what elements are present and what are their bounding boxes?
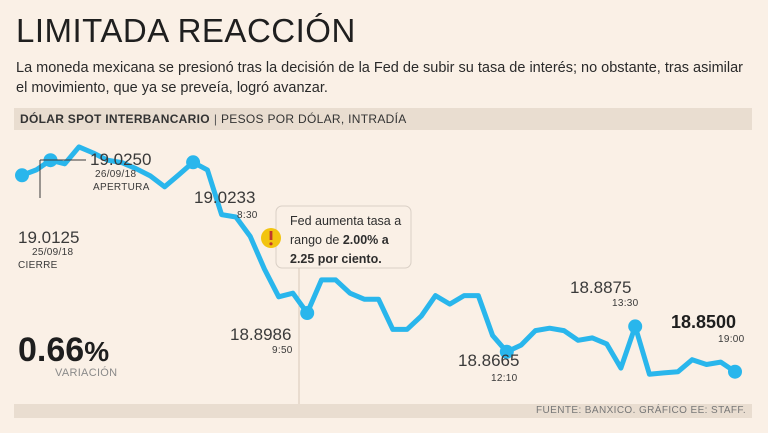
annotation-box: Fed aumenta tasa a rango de 2.00% a 2.25…: [261, 205, 412, 269]
chart-header-bar: DÓLAR SPOT INTERBANCARIO | PESOS POR DÓLAR…: [14, 108, 752, 130]
point-value-0830: 19.0233: [194, 188, 255, 207]
exclamation-icon-bar: [269, 231, 273, 240]
annotation-line-2-bold: 2.00% a: [343, 233, 390, 247]
series-line: [19, 144, 738, 377]
point-label-close: 19.0125 25/09/18 CIERRE: [18, 228, 79, 271]
data-point-marker-3: [300, 306, 315, 320]
point-value-1330: 18.8875: [570, 278, 631, 297]
point-value-open: 19.0250: [90, 150, 151, 169]
point-label-1900: 18.8500 19:00: [671, 312, 745, 345]
variation-label: VARIACIÓN: [55, 366, 117, 379]
chart-header-separator: |: [213, 112, 217, 126]
point-date-close: 25/09/18: [32, 247, 73, 258]
variation-number: 0.66: [18, 331, 84, 369]
footer-bar: FUENTE: BANXICO. GRÁFICO EE: STAFF.: [14, 404, 752, 418]
point-value-1210: 18.8665: [458, 351, 519, 370]
chart-header-title: DÓLAR SPOT INTERBANCARIO: [20, 112, 210, 126]
point-date-open: 26/09/18: [95, 169, 136, 180]
point-value-close: 19.0125: [18, 228, 79, 247]
point-label-open: 19.0250 26/09/18 APERTURA: [90, 150, 151, 193]
point-time-1330: 13:30: [612, 298, 639, 309]
point-time-1900: 19:00: [718, 334, 745, 345]
point-label-1210: 18.8665 12:10: [458, 351, 519, 384]
point-value-0950: 18.8986: [230, 325, 291, 344]
point-label-1330: 18.8875 13:30: [570, 278, 639, 309]
exclamation-icon: [261, 228, 281, 248]
variation-summary: 0.66% VARIACIÓN: [18, 331, 117, 379]
annotation-line-3: 2.25 por ciento.: [290, 252, 382, 266]
variation-unit: %: [84, 336, 109, 367]
point-value-1900: 18.8500: [671, 312, 736, 332]
page-title: LIMITADA REACCIÓN: [16, 12, 356, 49]
annotation-line-2: rango de 2.00% a: [290, 233, 390, 247]
data-point-marker-6: [728, 364, 742, 379]
annotation-line-2-pre: rango de: [290, 233, 343, 247]
point-note-close: CIERRE: [18, 260, 58, 271]
point-time-1210: 12:10: [491, 373, 518, 384]
point-time-0830: 8:30: [237, 210, 258, 221]
source-credit: FUENTE: BANXICO. GRÁFICO EE: STAFF.: [536, 405, 746, 416]
exclamation-icon-dot: [269, 242, 273, 246]
data-point-marker-5: [628, 319, 643, 334]
chart-header-subtitle: PESOS POR DÓLAR, INTRADÍA: [221, 112, 407, 126]
point-note-open: APERTURA: [93, 182, 150, 193]
annotation-line-1: Fed aumenta tasa a: [290, 214, 401, 228]
data-point-marker-0: [15, 168, 29, 183]
variation-value: 0.66%: [18, 331, 109, 369]
point-time-0950: 9:50: [272, 345, 293, 356]
subtitle: La moneda mexicana se presionó tras la d…: [16, 60, 744, 96]
data-point-marker-2: [186, 155, 201, 170]
point-label-0950: 18.8986 9:50: [230, 325, 293, 356]
data-point-marker-4: [499, 344, 514, 359]
point-label-0830: 19.0233 8:30: [194, 188, 258, 221]
